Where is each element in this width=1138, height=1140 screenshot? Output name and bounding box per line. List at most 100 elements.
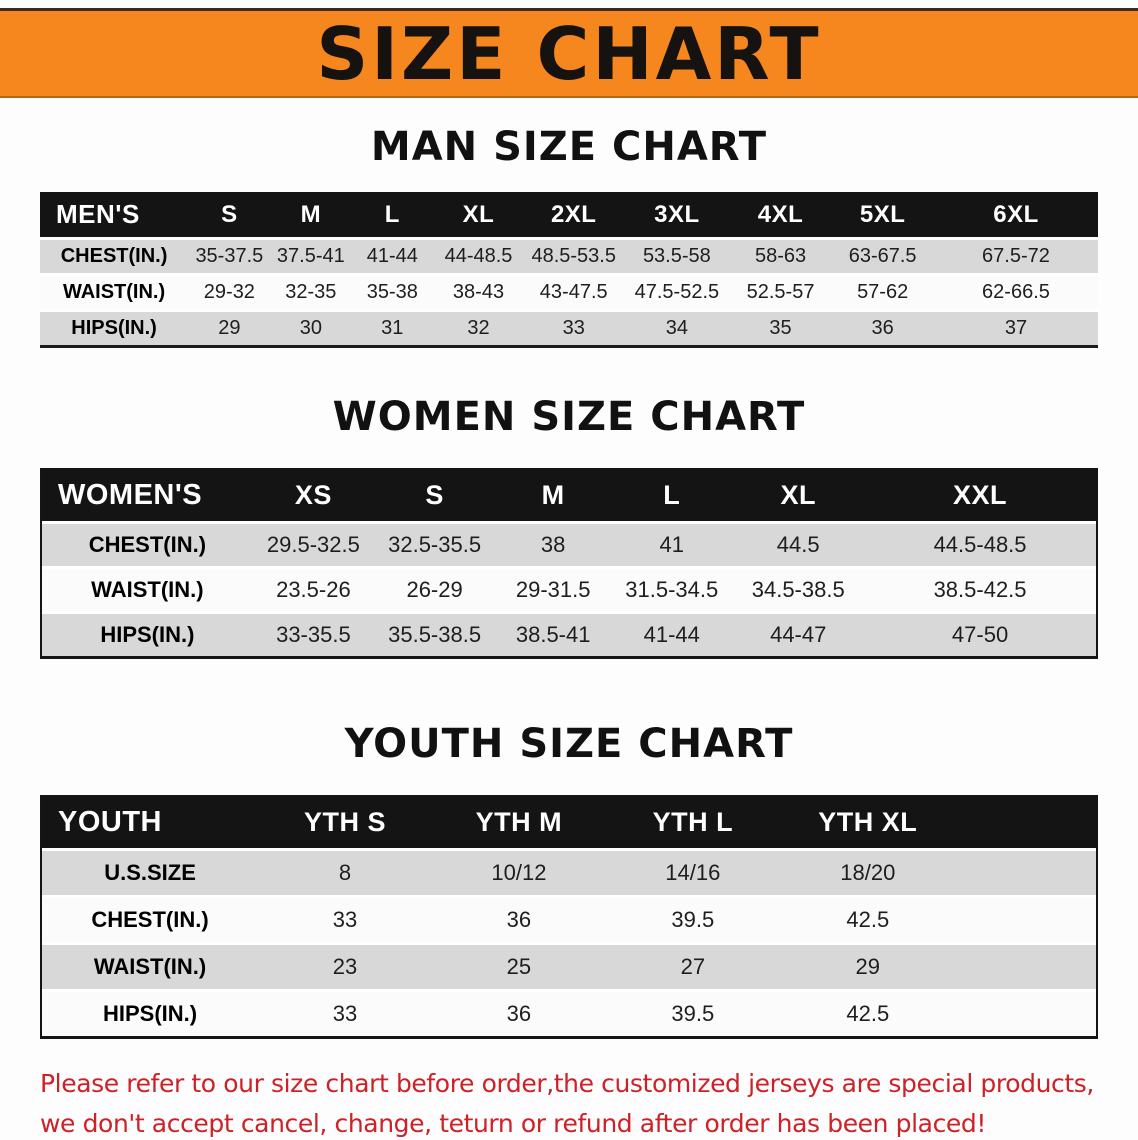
value-cell: 36 xyxy=(831,310,934,345)
value-cell: 27 xyxy=(605,943,780,992)
size-header-row: YOUTH YTH S YTH M YTH L YTH XL xyxy=(42,797,1096,851)
youth-size-table: YOUTH YTH S YTH M YTH L YTH XL U.S.SIZE 8 10/12… xyxy=(42,797,1096,1036)
women-size-table-frame: WOMEN'S XS S M L XL XXL CHEST(IN.) 29.5-32.5 32.5… xyxy=(40,468,1098,659)
youth-size-table-frame: YOUTH YTH S YTH M YTH L YTH XL U.S.SIZE 8 10/12… xyxy=(40,795,1098,1039)
value-cell: 18/20 xyxy=(779,849,956,898)
row-label-cell: HIPS(IN.) xyxy=(42,612,253,656)
size-header-cell: YTH XL xyxy=(779,797,956,851)
value-cell: 52.5-57 xyxy=(729,274,832,312)
value-cell: 35.5-38.5 xyxy=(374,612,496,656)
youth-section-heading: YOUTH SIZE CHART xyxy=(344,721,794,767)
value-cell xyxy=(955,896,1096,945)
size-header-cell: YTH S xyxy=(258,797,432,851)
value-cell: 29-31.5 xyxy=(495,567,612,614)
value-cell: 39.5 xyxy=(605,990,780,1036)
women-section-heading: WOMEN SIZE CHART xyxy=(332,394,806,440)
value-cell: 25 xyxy=(431,943,606,992)
value-cell: 23 xyxy=(258,943,432,992)
measurement-row: U.S.SIZE 8 10/12 14/16 18/20 xyxy=(42,849,1096,898)
value-cell: 32.5-35.5 xyxy=(374,522,496,569)
value-cell: 35-38 xyxy=(351,274,434,312)
measurement-row: HIPS(IN.) 33-35.5 35.5-38.5 38.5-41 41-44 44-… xyxy=(42,612,1096,656)
row-label-cell: WAIST(IN.) xyxy=(42,943,259,992)
value-cell: 32-35 xyxy=(270,274,352,312)
row-label-cell: HIPS(IN.) xyxy=(40,310,189,345)
value-cell: 38.5-41 xyxy=(495,612,612,656)
size-header-cell: XXL xyxy=(864,470,1096,524)
measurement-row: CHEST(IN.) 29.5-32.5 32.5-35.5 38 41 44.5 44.5… xyxy=(42,522,1096,569)
value-cell: 47.5-52.5 xyxy=(623,274,730,312)
size-header-cell: M xyxy=(270,192,352,240)
value-cell: 38.5-42.5 xyxy=(864,567,1096,614)
value-cell: 44.5-48.5 xyxy=(864,522,1096,569)
row-label-cell: U.S.SIZE xyxy=(42,849,259,898)
value-cell: 26-29 xyxy=(374,567,496,614)
size-header-cell: YTH M xyxy=(431,797,606,851)
value-cell: 30 xyxy=(270,310,352,345)
men-section-heading: MAN SIZE CHART xyxy=(370,124,768,170)
value-cell: 34 xyxy=(623,310,730,345)
value-cell: 48.5-53.5 xyxy=(523,238,624,276)
value-cell: 62-66.5 xyxy=(933,274,1098,312)
value-cell: 35 xyxy=(729,310,832,345)
value-cell: 31 xyxy=(351,310,434,345)
value-cell: 42.5 xyxy=(779,990,956,1036)
value-cell: 41-44 xyxy=(611,612,733,656)
youth-size-section: YOUTH SIZE CHART YOUTH YTH S YTH M YTH L YTH… xyxy=(0,721,1138,1039)
value-cell xyxy=(955,943,1096,992)
page-title: SIZE CHART xyxy=(316,11,822,96)
size-header-row: WOMEN'S XS S M L XL XXL xyxy=(42,470,1096,524)
value-cell xyxy=(955,990,1096,1036)
size-header-cell: 3XL xyxy=(623,192,730,240)
size-header-cell: XS xyxy=(252,470,374,524)
women-size-table: WOMEN'S XS S M L XL XXL CHEST(IN.) 29.5-32.5 32.5… xyxy=(42,470,1096,656)
value-cell: 33 xyxy=(523,310,624,345)
value-cell: 29 xyxy=(188,310,271,345)
value-cell: 29-32 xyxy=(188,274,271,312)
disclaimer: Please refer to our size chart before or… xyxy=(40,1069,1138,1138)
row-label-cell: CHEST(IN.) xyxy=(42,896,259,945)
value-cell: 29 xyxy=(779,943,956,992)
row-label-cell: HIPS(IN.) xyxy=(42,990,259,1036)
value-cell: 44-48.5 xyxy=(433,238,524,276)
value-cell: 29.5-32.5 xyxy=(252,522,374,569)
size-header-cell: YTH L xyxy=(605,797,780,851)
measurement-row: CHEST(IN.) 35-37.5 37.5-41 41-44 44-48.5 48.5… xyxy=(40,238,1098,276)
row-label-cell: CHEST(IN.) xyxy=(42,522,253,569)
row-label-cell: WAIST(IN.) xyxy=(40,274,189,312)
value-cell: 35-37.5 xyxy=(188,238,271,276)
size-header-cell xyxy=(955,797,1096,851)
men-size-table: MEN'S S M L XL 2XL 3XL 4XL 5XL 6XL CHEST(IN.) 35-37… xyxy=(40,192,1098,345)
value-cell: 14/16 xyxy=(605,849,780,898)
size-header-cell: 2XL xyxy=(523,192,624,240)
value-cell: 57-62 xyxy=(831,274,934,312)
table-title-cell: MEN'S xyxy=(40,192,189,240)
size-header-cell: L xyxy=(351,192,434,240)
table-title-cell: WOMEN'S xyxy=(42,470,253,524)
value-cell: 31.5-34.5 xyxy=(611,567,733,614)
size-header-row: MEN'S S M L XL 2XL 3XL 4XL 5XL 6XL xyxy=(40,192,1098,240)
disclaimer-line-1: Please refer to our size chart before or… xyxy=(40,1069,1094,1098)
value-cell: 32 xyxy=(433,310,524,345)
value-cell: 23.5-26 xyxy=(252,567,374,614)
value-cell: 44-47 xyxy=(732,612,865,656)
size-header-cell: XL xyxy=(433,192,524,240)
value-cell: 33-35.5 xyxy=(252,612,374,656)
value-cell: 67.5-72 xyxy=(933,238,1098,276)
value-cell: 37.5-41 xyxy=(270,238,352,276)
value-cell: 10/12 xyxy=(431,849,606,898)
value-cell xyxy=(955,849,1096,898)
measurement-row: HIPS(IN.) 33 36 39.5 42.5 xyxy=(42,990,1096,1036)
row-label-cell: CHEST(IN.) xyxy=(40,238,189,276)
value-cell: 34.5-38.5 xyxy=(732,567,865,614)
size-header-cell: 6XL xyxy=(933,192,1098,240)
value-cell: 38 xyxy=(495,522,612,569)
value-cell: 63-67.5 xyxy=(831,238,934,276)
banner: SIZE CHART xyxy=(0,8,1138,98)
size-header-cell: 4XL xyxy=(729,192,832,240)
men-size-table-frame: MEN'S S M L XL 2XL 3XL 4XL 5XL 6XL CHEST(IN.) 35-37… xyxy=(40,192,1098,348)
value-cell: 41 xyxy=(611,522,733,569)
measurement-row: WAIST(IN.) 23 25 27 29 xyxy=(42,943,1096,992)
size-header-cell: XL xyxy=(732,470,865,524)
value-cell: 36 xyxy=(431,896,606,945)
